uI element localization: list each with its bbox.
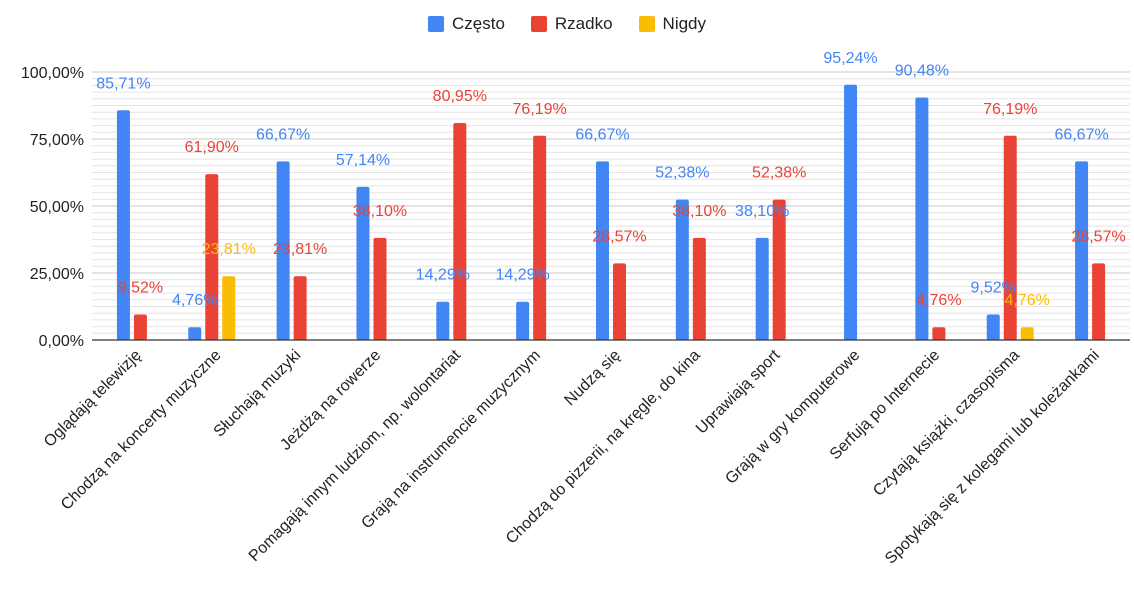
legend-label: Często [451, 14, 505, 33]
bar [453, 123, 467, 340]
legend: Często Rzadko Nigdy [0, 14, 1134, 34]
gridlines [92, 71, 1130, 341]
x-tick-label: Czytają książki, czasopisma [870, 347, 1023, 500]
bar [133, 314, 147, 340]
bar [772, 199, 786, 340]
bar [1003, 135, 1017, 340]
bar [915, 97, 929, 340]
bar [276, 161, 290, 340]
bar [116, 110, 130, 340]
data-label: 52,38% [655, 165, 709, 182]
bar [516, 301, 530, 340]
y-tick-label: 0,00% [39, 333, 84, 350]
bar [844, 84, 858, 340]
data-label: 4,76% [172, 292, 217, 309]
data-label: 23,81% [273, 241, 327, 258]
bar [613, 263, 626, 340]
data-label: 9,52% [971, 279, 1016, 296]
data-label: 9,52% [118, 279, 163, 296]
data-label: 23,81% [202, 241, 256, 258]
data-label: 57,14% [336, 152, 390, 169]
x-tick-label: Słuchają muzyki [211, 347, 305, 441]
bar [1020, 327, 1034, 340]
legend-swatch [638, 16, 655, 32]
data-label: 14,29% [496, 267, 550, 284]
data-label: 38,10% [672, 203, 726, 220]
x-tick-label: Chodzą na koncerty muzyczne [58, 347, 225, 514]
data-label: 90,48% [895, 63, 949, 80]
data-label: 28,57% [1071, 228, 1125, 245]
data-label: 38,10% [735, 203, 789, 220]
y-tick-label: 75,00% [30, 132, 84, 149]
legend-swatch [530, 16, 547, 32]
legend-item: Rzadko [530, 14, 613, 34]
bar [755, 237, 769, 340]
legend-label: Rzadko [554, 14, 613, 33]
bar [1092, 263, 1106, 340]
bar [692, 237, 706, 340]
bar [675, 199, 689, 340]
data-label: 4,76% [916, 292, 961, 309]
bar [1075, 161, 1089, 340]
bar [596, 161, 609, 340]
data-label: 76,19% [513, 101, 567, 118]
data-label: 14,29% [416, 267, 470, 284]
bar [436, 301, 450, 340]
x-tick-label: Nudzą się [561, 347, 623, 409]
data-label: 61,90% [185, 139, 239, 156]
bar [986, 314, 1000, 340]
data-label: 4,76% [1005, 292, 1050, 309]
x-tick-label: Uprawiają sport [693, 346, 784, 437]
bar [373, 237, 387, 340]
data-labels: 85,71%9,52%4,76%61,90%23,81%66,67%23,81%… [96, 50, 1125, 309]
data-label: 66,67% [575, 126, 629, 143]
bar [222, 276, 236, 340]
x-tick-label: Grają w gry komputerowe [722, 347, 863, 488]
bar [293, 276, 307, 340]
y-tick-label: 50,00% [30, 199, 84, 216]
data-label: 95,24% [823, 50, 877, 67]
bar [188, 327, 202, 340]
legend-swatch [427, 16, 444, 32]
legend-item: Nigdy [638, 14, 707, 34]
y-tick-label: 100,00% [21, 65, 84, 82]
data-label: 76,19% [983, 101, 1037, 118]
x-tick-label: Grają na instrumencie muzycznym [358, 347, 544, 533]
bar [356, 186, 370, 340]
legend-item: Często [427, 14, 505, 34]
y-tick-label: 25,00% [30, 266, 84, 283]
bar [533, 135, 547, 340]
data-label: 52,38% [752, 165, 806, 182]
bars [116, 84, 1106, 340]
bar [205, 174, 219, 340]
data-label: 85,71% [96, 75, 150, 92]
data-label: 80,95% [433, 88, 487, 105]
data-label: 66,67% [256, 126, 310, 143]
legend-label: Nigdy [662, 14, 707, 33]
data-label: 38,10% [353, 203, 407, 220]
data-label: 66,67% [1054, 126, 1108, 143]
bar [932, 327, 946, 340]
data-label: 28,57% [592, 228, 646, 245]
